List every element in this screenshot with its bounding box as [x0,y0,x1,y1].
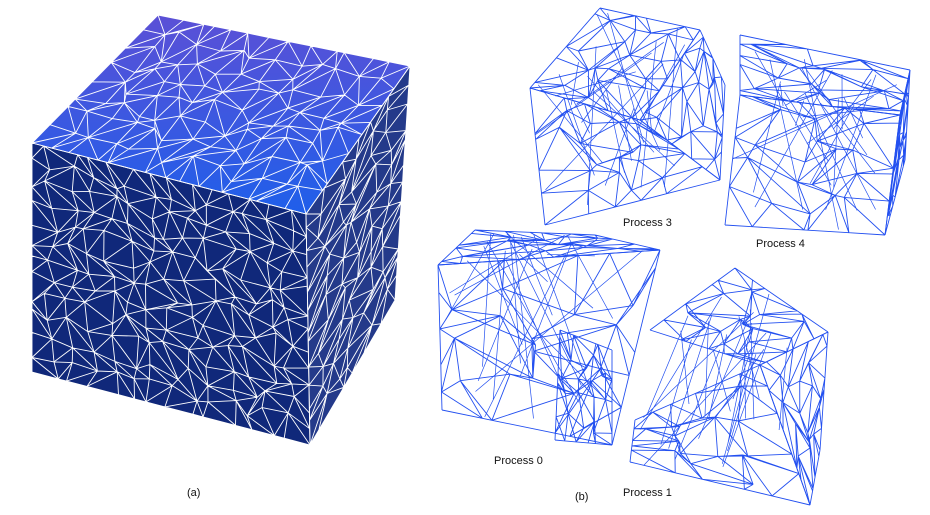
process-0-mesh-face-2 [554,329,613,446]
process-4-mesh-face-2 [884,69,911,236]
process-0-mesh [437,229,661,446]
process-4-label: Process 4 [756,238,805,250]
process-0-mesh-interior-edges [445,233,643,419]
process-0-mesh-face-0 [437,229,661,266]
cube-front-face [32,143,310,445]
process-1-mesh [629,267,829,506]
process-3-label: Process 3 [623,217,672,229]
cube-top-mesh [31,14,411,215]
process-3-mesh-interior-edges [535,13,686,206]
process-1-mesh-face-1 [629,364,811,506]
panel-b-label: (b) [575,491,589,503]
process-0-label: Process 0 [494,455,543,467]
process-4-mesh-interior-edges [732,51,897,230]
partition-meshes [437,7,911,506]
process-1-mesh-face-2 [759,331,829,506]
process-4-mesh [724,34,911,236]
meshed-cube [31,14,411,446]
cube-surface-mesh [31,14,411,446]
process-1-label: Process 1 [623,487,672,499]
process-3-mesh [529,7,726,226]
panel-a-label: (a) [187,487,201,499]
process-3-mesh-face-2 [639,29,726,181]
process-1-mesh-interior-edges [639,293,788,468]
